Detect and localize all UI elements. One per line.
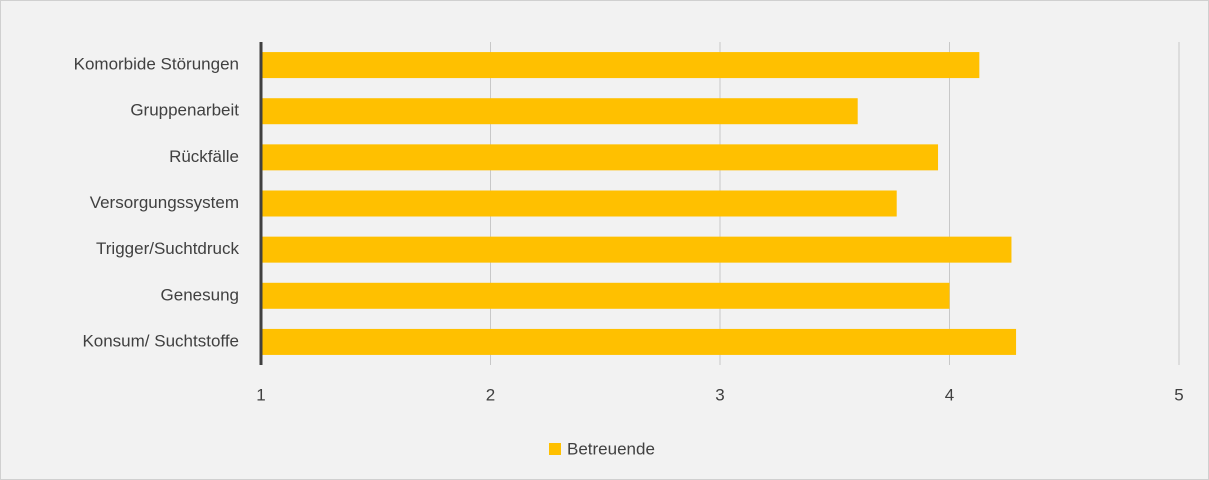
y-tick-label: Genesung (161, 285, 239, 304)
bar (261, 236, 1012, 263)
x-tick-label: 2 (486, 385, 495, 404)
bar (261, 144, 939, 171)
bar (261, 98, 858, 125)
bar (261, 282, 950, 309)
legend-swatch (549, 443, 561, 455)
x-tick-label: 1 (256, 385, 265, 404)
bar (261, 190, 897, 217)
y-tick-label: Versorgungssystem (90, 193, 239, 212)
y-tick-label: Komorbide Störungen (74, 55, 239, 74)
x-tick-label: 4 (945, 385, 954, 404)
y-tick-label: Gruppenarbeit (130, 101, 239, 120)
x-tick-label: 5 (1174, 385, 1183, 404)
legend-label: Betreuende (567, 439, 655, 458)
y-tick-label: Konsum/ Suchtstoffe (82, 331, 239, 350)
y-tick-label: Rückfälle (169, 147, 239, 166)
y-tick-label: Trigger/Suchtdruck (96, 239, 239, 258)
bar (261, 328, 1017, 355)
bar (261, 52, 980, 79)
x-tick-label: 3 (715, 385, 724, 404)
